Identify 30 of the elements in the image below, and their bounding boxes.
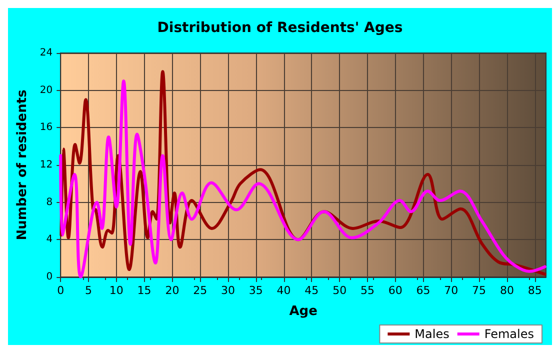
y-tick-label: 8 [46, 196, 53, 208]
x-tick-label: 15 [137, 284, 152, 297]
x-tick-label: 85 [528, 284, 542, 297]
x-tick-label: 70 [444, 284, 458, 297]
y-tick-label: 0 [46, 272, 53, 282]
x-tick-label: 80 [500, 284, 514, 297]
x-tick-label: 65 [416, 284, 430, 297]
y-tick-label: 12 [40, 160, 53, 170]
legend-label: Females [484, 327, 534, 341]
y-axis-title: Number of residents [15, 89, 30, 240]
x-tick-label: 60 [388, 284, 402, 297]
x-axis-title: Age [289, 304, 318, 319]
x-tick-label: 30 [220, 284, 235, 297]
x-tick-label: 25 [193, 284, 208, 297]
legend-label: Males [414, 327, 450, 341]
x-tick-label: 10 [109, 284, 124, 297]
x-tick-label: 20 [165, 284, 180, 297]
x-tick-label: 75 [472, 284, 486, 297]
x-tick-label: 0 [57, 284, 64, 297]
x-tick-label: 55 [360, 284, 374, 297]
x-tick-label: 45 [304, 284, 319, 297]
x-tick-label: 40 [276, 284, 291, 297]
chart-title: Distribution of Residents' Ages [157, 20, 403, 36]
y-tick-label: 24 [40, 48, 53, 58]
x-tick-label: 35 [248, 284, 263, 297]
x-tick-label: 50 [332, 284, 347, 297]
x-tick-label: 5 [85, 284, 92, 297]
y-tick-label: 16 [40, 122, 53, 134]
y-tick-label: 20 [40, 84, 53, 96]
y-tick-label: 4 [46, 234, 53, 246]
